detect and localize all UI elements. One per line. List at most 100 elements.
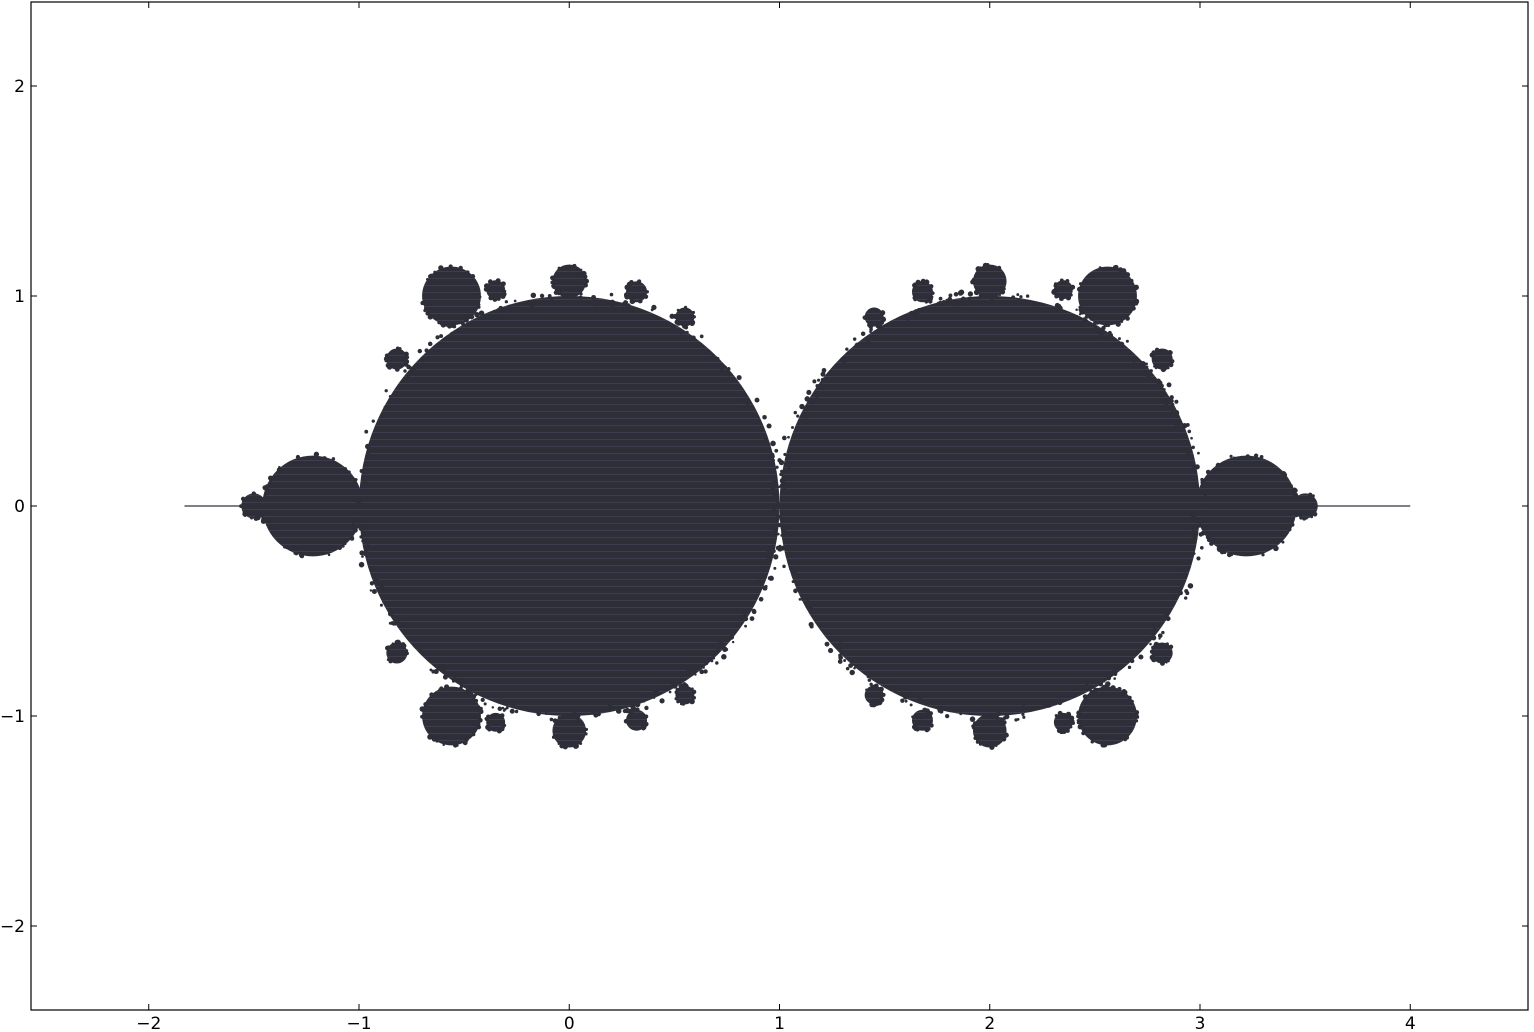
set-left-main-body-fringe xyxy=(633,707,637,711)
set-right-small-bulb-fringe xyxy=(1070,726,1072,728)
set-right-period3-bulb-fringe xyxy=(1117,687,1121,691)
set-right-main-body-fringe xyxy=(918,696,922,700)
set-left-small-bulb-fringe xyxy=(395,367,400,372)
set-left-main-body-fringe xyxy=(623,300,628,305)
set-left-main-body-fringe xyxy=(651,308,654,311)
set-left-main-body-fringe xyxy=(363,503,367,507)
set-right-main-body-fringe xyxy=(789,568,791,570)
set-left-period3-bulb-fringe xyxy=(423,702,427,706)
set-left-small-bulb-fringe xyxy=(690,699,694,703)
set-right-period3-bulb-fringe xyxy=(1083,694,1088,699)
set-right-period3-bulb-fringe xyxy=(1122,689,1127,694)
set-right-small-bulb-fringe xyxy=(1071,719,1074,722)
y-tick-label: −2 xyxy=(0,917,25,937)
x-tick-label: 4 xyxy=(1405,1014,1416,1032)
set-right-main-body-fringe xyxy=(804,396,810,402)
set-right-period3-bulb-fringe xyxy=(1096,688,1099,691)
set-right-period3-bulb-fringe xyxy=(1134,285,1139,290)
set-right-main-body-fringe xyxy=(1166,616,1171,621)
set-right-period3-bulb-fringe xyxy=(1076,714,1080,718)
set-right-main-body-fringe xyxy=(1017,718,1020,721)
set-right-main-body-fringe xyxy=(821,378,825,382)
set-left-top-bulb-fringe xyxy=(551,284,555,288)
set-left-top-bulb-fringe xyxy=(550,276,555,281)
set-left-period2-bulb-fringe xyxy=(293,552,295,554)
set-right-main-body-fringe xyxy=(1193,552,1196,555)
set-right-small-bulb-fringe xyxy=(879,697,884,702)
set-right-main-body-fringe xyxy=(1102,679,1105,682)
set-left-main-body-fringe xyxy=(574,293,577,296)
y-tick-label: 2 xyxy=(14,77,25,97)
set-left-period3-bulb-fringe xyxy=(435,739,438,742)
set-right-main-body-fringe xyxy=(1022,716,1025,719)
set-left-main-body-fringe xyxy=(352,521,355,524)
set-right-main-body-fringe xyxy=(829,370,834,375)
set-left-main-body-fringe xyxy=(360,469,364,473)
set-left-period3-bulb-fringe xyxy=(479,296,482,299)
set-right-main-body-fringe xyxy=(776,546,781,551)
set-left-main-body-fringe xyxy=(383,414,386,417)
set-left-small-bulb-fringe xyxy=(486,714,491,719)
set-right-main-body-fringe xyxy=(1173,591,1176,594)
set-left-period2-bulb-fringe xyxy=(322,456,326,460)
set-left-main-body-fringe xyxy=(727,367,731,371)
set-right-small-bulb-fringe xyxy=(1153,365,1156,368)
set-right-small-bulb-fringe xyxy=(921,279,926,284)
set-left-period3-bulb-fringe xyxy=(429,274,433,278)
set-right-small-bulb-fringe xyxy=(1060,279,1064,283)
set-right-main-body-fringe xyxy=(1043,704,1046,707)
set-left-period2-bulb-fringe xyxy=(264,494,267,497)
set-left-main-body-fringe xyxy=(365,444,370,449)
set-right-main-body-fringe xyxy=(996,718,999,721)
set-right-small-bulb-fringe xyxy=(931,291,935,295)
set-left-main-body-fringe xyxy=(452,680,455,683)
set-right-main-body-fringe xyxy=(782,436,787,441)
set-left-main-body-fringe xyxy=(435,335,439,339)
set-right-period3-bulb-fringe xyxy=(1117,268,1120,271)
set-left-main-body-fringe xyxy=(631,306,636,311)
set-right-period2-bulb-fringe xyxy=(1261,553,1264,556)
set-left-main-body-fringe xyxy=(576,719,579,722)
set-left-main-body-fringe xyxy=(515,306,518,309)
set-left-small-bulb-fringe xyxy=(630,281,633,284)
set-right-small-bulb-fringe xyxy=(1167,367,1170,370)
set-left-small-bulb-fringe xyxy=(624,293,629,298)
set-right-main-body-fringe xyxy=(1011,295,1015,299)
set-right-small-bulb-fringe xyxy=(916,280,921,285)
set-left-main-body-fringe xyxy=(630,709,633,712)
set-left-main-body-fringe xyxy=(682,682,687,687)
set-right-small-bulb-fringe xyxy=(1169,362,1174,367)
set-right-main-body-fringe xyxy=(779,473,783,477)
set-right-small-bulb-fringe xyxy=(1151,350,1156,355)
set-right-main-body-fringe xyxy=(910,703,913,706)
set-left-small-bulb-fringe xyxy=(395,640,401,646)
set-left-main-body-fringe xyxy=(373,434,378,439)
set-right-main-body-fringe xyxy=(861,331,865,335)
set-left-small-bulb-fringe xyxy=(241,497,246,502)
set-right-small-bulb-fringe xyxy=(913,726,918,731)
set-right-main-body-fringe xyxy=(954,292,959,297)
set-right-small-bulb-fringe xyxy=(1055,714,1058,717)
set-left-main-body-fringe xyxy=(385,389,388,392)
set-left-main-body-fringe xyxy=(440,667,446,673)
set-left-main-body-fringe xyxy=(545,712,548,715)
set-right-main-body-fringe xyxy=(804,415,808,419)
set-right-main-body-fringe xyxy=(841,363,844,366)
set-right-main-body-fringe xyxy=(855,343,861,349)
set-right-main-body-fringe xyxy=(838,654,842,658)
set-right-main-body-fringe xyxy=(815,394,819,398)
set-left-main-body-fringe xyxy=(439,334,443,338)
set-left-main-body-fringe xyxy=(366,451,370,455)
set-right-main-body-fringe xyxy=(1101,326,1105,330)
set-left-main-body-fringe xyxy=(644,706,648,710)
set-right-main-body-fringe xyxy=(905,316,910,321)
set-right-main-body-fringe xyxy=(799,581,803,585)
set-left-main-body-fringe xyxy=(359,497,363,501)
set-right-main-body-fringe xyxy=(909,311,914,316)
set-right-small-bulb-fringe xyxy=(1169,645,1173,649)
set-left-small-bulb-fringe xyxy=(638,299,642,303)
set-left-main-body-fringe xyxy=(724,366,727,369)
set-right-main-body-fringe xyxy=(777,533,780,536)
set-right-period2-bulb-fringe xyxy=(1246,454,1250,458)
set-right-main-body-fringe xyxy=(1161,631,1164,634)
